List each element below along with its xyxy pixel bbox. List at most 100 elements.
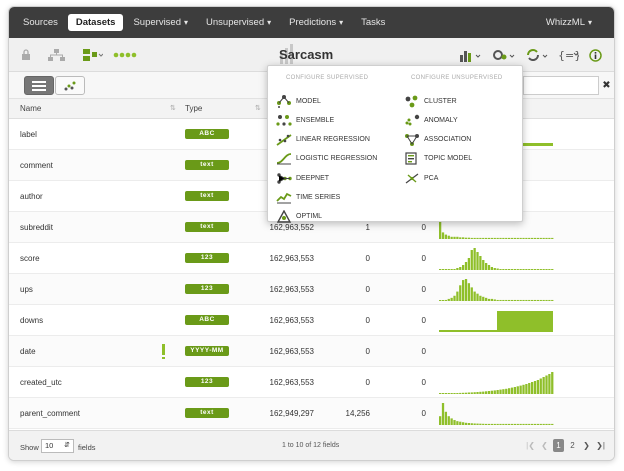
histogram-bar <box>533 423 537 425</box>
table-row[interactable]: parent_comment text 162,949,297 14,256 0 <box>9 398 614 429</box>
field-name[interactable]: created_utc <box>20 378 62 387</box>
info-icon[interactable] <box>589 47 602 63</box>
configure-pca-item[interactable]: PCA <box>404 171 438 185</box>
histogram-bar <box>551 299 554 301</box>
configure-ensemble-item[interactable]: ENSEMBLE <box>276 113 334 127</box>
field-histogram[interactable] <box>439 402 554 426</box>
configure-logistic-regression-item[interactable]: LOGISTIC REGRESSION <box>276 152 377 166</box>
nav-supervised[interactable]: Supervised <box>125 14 196 31</box>
histogram-bar <box>464 262 468 270</box>
menu-item-label: CLUSTER <box>424 97 457 105</box>
histogram-bar <box>499 423 502 425</box>
configure-optiml-item[interactable]: OPTIML <box>276 210 322 224</box>
next-page-icon[interactable]: ❯ <box>583 441 590 450</box>
dataset-tree-icon[interactable] <box>81 47 103 63</box>
last-page-icon[interactable]: ❯| <box>596 441 605 450</box>
fields-label: fields <box>78 443 96 452</box>
histogram-bar <box>462 392 465 394</box>
scatter-view-toggle[interactable] <box>55 76 85 95</box>
page-size-select[interactable]: 10 ⇵ <box>41 439 74 453</box>
nav-sources[interactable]: Sources <box>23 17 58 28</box>
table-footer: Show 10 ⇵ fields 1 to 10 of 12 fields |❮ … <box>9 430 614 460</box>
field-histogram[interactable] <box>439 371 554 395</box>
table-row[interactable]: date YYYY-MM 162,963,553 0 0 <box>9 336 614 367</box>
field-type-badge: YYYY-MM <box>185 346 229 356</box>
configure-deepnet-item[interactable]: DEEPNET <box>276 171 329 185</box>
page-size-value: 10 <box>45 441 54 450</box>
field-histogram[interactable] <box>439 340 554 364</box>
histogram-bar <box>548 299 551 301</box>
prev-page-icon[interactable]: ❮ <box>541 441 548 450</box>
field-name[interactable]: downs <box>20 316 44 325</box>
warning-icon[interactable] <box>162 344 165 359</box>
page-2[interactable]: 2 <box>570 441 575 450</box>
nav-unsupervised[interactable]: Unsupervised <box>198 14 279 31</box>
configure-time-series-item[interactable]: TIME SERIES <box>276 191 340 205</box>
chart-menu-icon[interactable] <box>459 47 483 63</box>
clear-search-icon[interactable]: ✖ <box>602 80 611 91</box>
field-histogram[interactable] <box>439 123 554 147</box>
field-name[interactable]: parent_comment <box>20 409 81 418</box>
configure-linear-regression-item[interactable]: LINEAR REGRESSION <box>276 133 370 147</box>
field-histogram[interactable] <box>439 247 554 271</box>
col-name-header[interactable]: Name <box>20 104 42 113</box>
histogram-bar <box>551 237 554 239</box>
field-name[interactable]: score <box>20 254 40 263</box>
histogram-bar <box>490 298 494 301</box>
field-count: 162,963,553 <box>269 378 315 387</box>
configure-anomaly-item[interactable]: ANOMALY <box>404 113 458 127</box>
field-name[interactable]: date <box>20 347 36 356</box>
histogram-bar <box>459 237 462 239</box>
field-histogram[interactable] <box>439 278 554 302</box>
configure-model-item[interactable]: MODEL <box>276 94 321 108</box>
field-name[interactable]: author <box>20 192 43 201</box>
configure-topic-model-item[interactable]: TOPIC MODEL <box>404 152 472 166</box>
field-histogram[interactable] <box>439 309 554 333</box>
page-1[interactable]: 1 <box>553 439 564 452</box>
field-name[interactable]: ups <box>20 285 33 294</box>
histogram-bar <box>499 299 502 301</box>
sync-icon[interactable] <box>525 47 549 63</box>
configure-association-item[interactable]: ASSOCIATION <box>404 133 471 147</box>
configure-model-icon[interactable] <box>492 47 516 63</box>
table-row[interactable]: downs ABC 162,963,553 0 0 <box>9 305 614 336</box>
table-row[interactable]: created_utc 123 162,963,553 0 0 <box>9 367 614 398</box>
histogram-bar <box>496 299 499 301</box>
field-histogram[interactable] <box>439 216 554 240</box>
field-type-badge: text <box>185 160 229 170</box>
nav-datasets[interactable]: Datasets <box>67 14 124 31</box>
table-row[interactable]: ups 123 162,963,553 0 0 <box>9 274 614 305</box>
field-count: 162,963,553 <box>269 254 315 263</box>
histogram-bar <box>531 423 534 425</box>
histogram-bar <box>464 392 468 394</box>
field-search-input[interactable] <box>523 76 599 95</box>
sort-name-icon[interactable]: ⇅ <box>170 105 176 112</box>
sort-type-icon[interactable]: ⇅ <box>255 105 261 112</box>
field-name[interactable]: label <box>20 130 37 139</box>
histogram-bar <box>496 423 499 425</box>
histogram-bar <box>490 423 494 425</box>
histogram-bar <box>473 423 476 425</box>
histogram-bar <box>467 423 471 425</box>
list-view-toggle[interactable] <box>24 76 54 95</box>
user-menu[interactable]: WhizzML <box>538 14 600 31</box>
col-type-header[interactable]: Type <box>185 104 203 113</box>
range-label: 1 to 10 of 12 fields <box>282 442 340 449</box>
field-name[interactable]: subreddit <box>20 223 53 232</box>
nav-tasks[interactable]: Tasks <box>361 17 386 28</box>
first-page-icon[interactable]: |❮ <box>526 441 535 450</box>
field-name[interactable]: comment <box>20 161 53 170</box>
histogram-bar <box>531 269 534 270</box>
histogram-bar <box>456 393 459 394</box>
histogram-bar <box>513 237 517 239</box>
lock-icon[interactable] <box>21 47 31 63</box>
network-icon[interactable] <box>47 47 67 63</box>
field-missing: 0 <box>365 347 370 356</box>
configure-cluster-item[interactable]: CLUSTER <box>404 94 457 108</box>
nav-predictions[interactable]: Predictions <box>281 14 351 31</box>
histogram-bar <box>510 269 514 270</box>
histogram-bar <box>479 237 482 239</box>
configure-unsupervised-heading: CONFIGURE UNSUPERVISED <box>411 75 503 81</box>
script-icon[interactable]: {=} <box>557 47 579 63</box>
table-row[interactable]: score 123 162,963,553 0 0 <box>9 243 614 274</box>
